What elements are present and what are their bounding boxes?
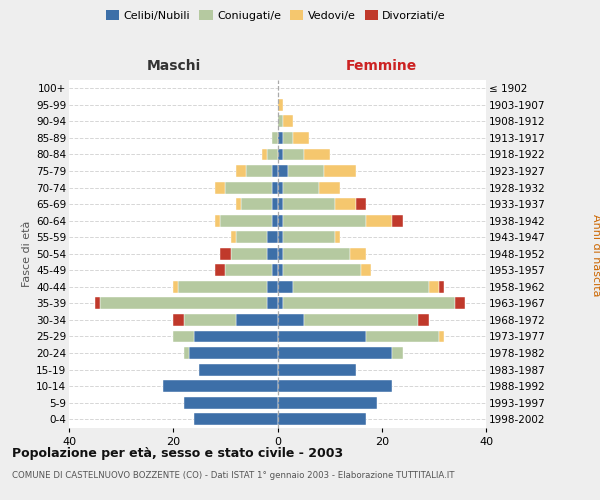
Bar: [283, 182, 319, 194]
Bar: [277, 116, 283, 128]
Bar: [277, 214, 283, 226]
Bar: [439, 281, 444, 293]
Bar: [230, 231, 236, 243]
Bar: [366, 330, 439, 342]
Bar: [366, 214, 392, 226]
Bar: [455, 298, 465, 310]
Bar: [277, 314, 304, 326]
Bar: [392, 214, 403, 226]
Bar: [215, 214, 220, 226]
Bar: [304, 314, 418, 326]
Bar: [184, 347, 189, 359]
Bar: [226, 264, 272, 276]
Bar: [283, 214, 366, 226]
Bar: [277, 198, 283, 210]
Bar: [325, 165, 356, 177]
Bar: [173, 314, 184, 326]
Bar: [335, 198, 356, 210]
Bar: [215, 182, 226, 194]
Bar: [272, 165, 277, 177]
Bar: [184, 396, 277, 408]
Bar: [173, 281, 178, 293]
Bar: [272, 214, 277, 226]
Bar: [267, 248, 277, 260]
Bar: [283, 198, 335, 210]
Bar: [226, 182, 272, 194]
Bar: [428, 281, 439, 293]
Bar: [277, 380, 392, 392]
Text: Maschi: Maschi: [146, 58, 200, 72]
Bar: [220, 248, 230, 260]
Bar: [418, 314, 428, 326]
Y-axis label: Fasce di età: Fasce di età: [22, 220, 32, 287]
Bar: [267, 298, 277, 310]
Bar: [277, 347, 392, 359]
Text: Anni di nascita: Anni di nascita: [591, 214, 600, 296]
Bar: [184, 314, 236, 326]
Bar: [173, 330, 194, 342]
Bar: [236, 314, 277, 326]
Bar: [283, 231, 335, 243]
Bar: [283, 148, 304, 160]
Bar: [277, 364, 356, 376]
Bar: [293, 132, 309, 144]
Bar: [277, 182, 283, 194]
Bar: [236, 231, 267, 243]
Bar: [236, 198, 241, 210]
Bar: [283, 116, 293, 128]
Bar: [215, 264, 226, 276]
Bar: [293, 281, 428, 293]
Bar: [350, 248, 366, 260]
Bar: [194, 330, 277, 342]
Bar: [277, 264, 283, 276]
Bar: [194, 414, 277, 425]
Bar: [272, 132, 277, 144]
Bar: [283, 132, 293, 144]
Bar: [277, 248, 283, 260]
Bar: [95, 298, 100, 310]
Bar: [277, 281, 293, 293]
Text: Popolazione per età, sesso e stato civile - 2003: Popolazione per età, sesso e stato civil…: [12, 448, 343, 460]
Bar: [272, 198, 277, 210]
Text: Femmine: Femmine: [346, 58, 417, 72]
Bar: [319, 182, 340, 194]
Bar: [272, 264, 277, 276]
Bar: [246, 165, 272, 177]
Bar: [230, 248, 267, 260]
Bar: [283, 298, 455, 310]
Bar: [277, 231, 283, 243]
Bar: [236, 165, 246, 177]
Bar: [189, 347, 277, 359]
Bar: [277, 298, 283, 310]
Bar: [100, 298, 267, 310]
Bar: [277, 396, 377, 408]
Bar: [356, 198, 366, 210]
Bar: [277, 132, 283, 144]
Bar: [392, 347, 403, 359]
Bar: [163, 380, 277, 392]
Bar: [267, 231, 277, 243]
Legend: Celibi/Nubili, Coniugati/e, Vedovi/e, Divorziati/e: Celibi/Nubili, Coniugati/e, Vedovi/e, Di…: [101, 6, 451, 25]
Bar: [277, 330, 366, 342]
Bar: [335, 231, 340, 243]
Bar: [439, 330, 444, 342]
Bar: [304, 148, 329, 160]
Bar: [178, 281, 267, 293]
Bar: [277, 148, 283, 160]
Bar: [272, 182, 277, 194]
Bar: [277, 99, 283, 111]
Bar: [283, 264, 361, 276]
Bar: [277, 165, 288, 177]
Bar: [361, 264, 371, 276]
Bar: [241, 198, 272, 210]
Bar: [220, 214, 272, 226]
Bar: [267, 281, 277, 293]
Bar: [262, 148, 267, 160]
Text: COMUNE DI CASTELNUOVO BOZZENTE (CO) - Dati ISTAT 1° gennaio 2003 - Elaborazione : COMUNE DI CASTELNUOVO BOZZENTE (CO) - Da…: [12, 472, 455, 480]
Bar: [283, 248, 350, 260]
Bar: [267, 148, 277, 160]
Bar: [199, 364, 277, 376]
Bar: [288, 165, 325, 177]
Bar: [277, 414, 366, 425]
